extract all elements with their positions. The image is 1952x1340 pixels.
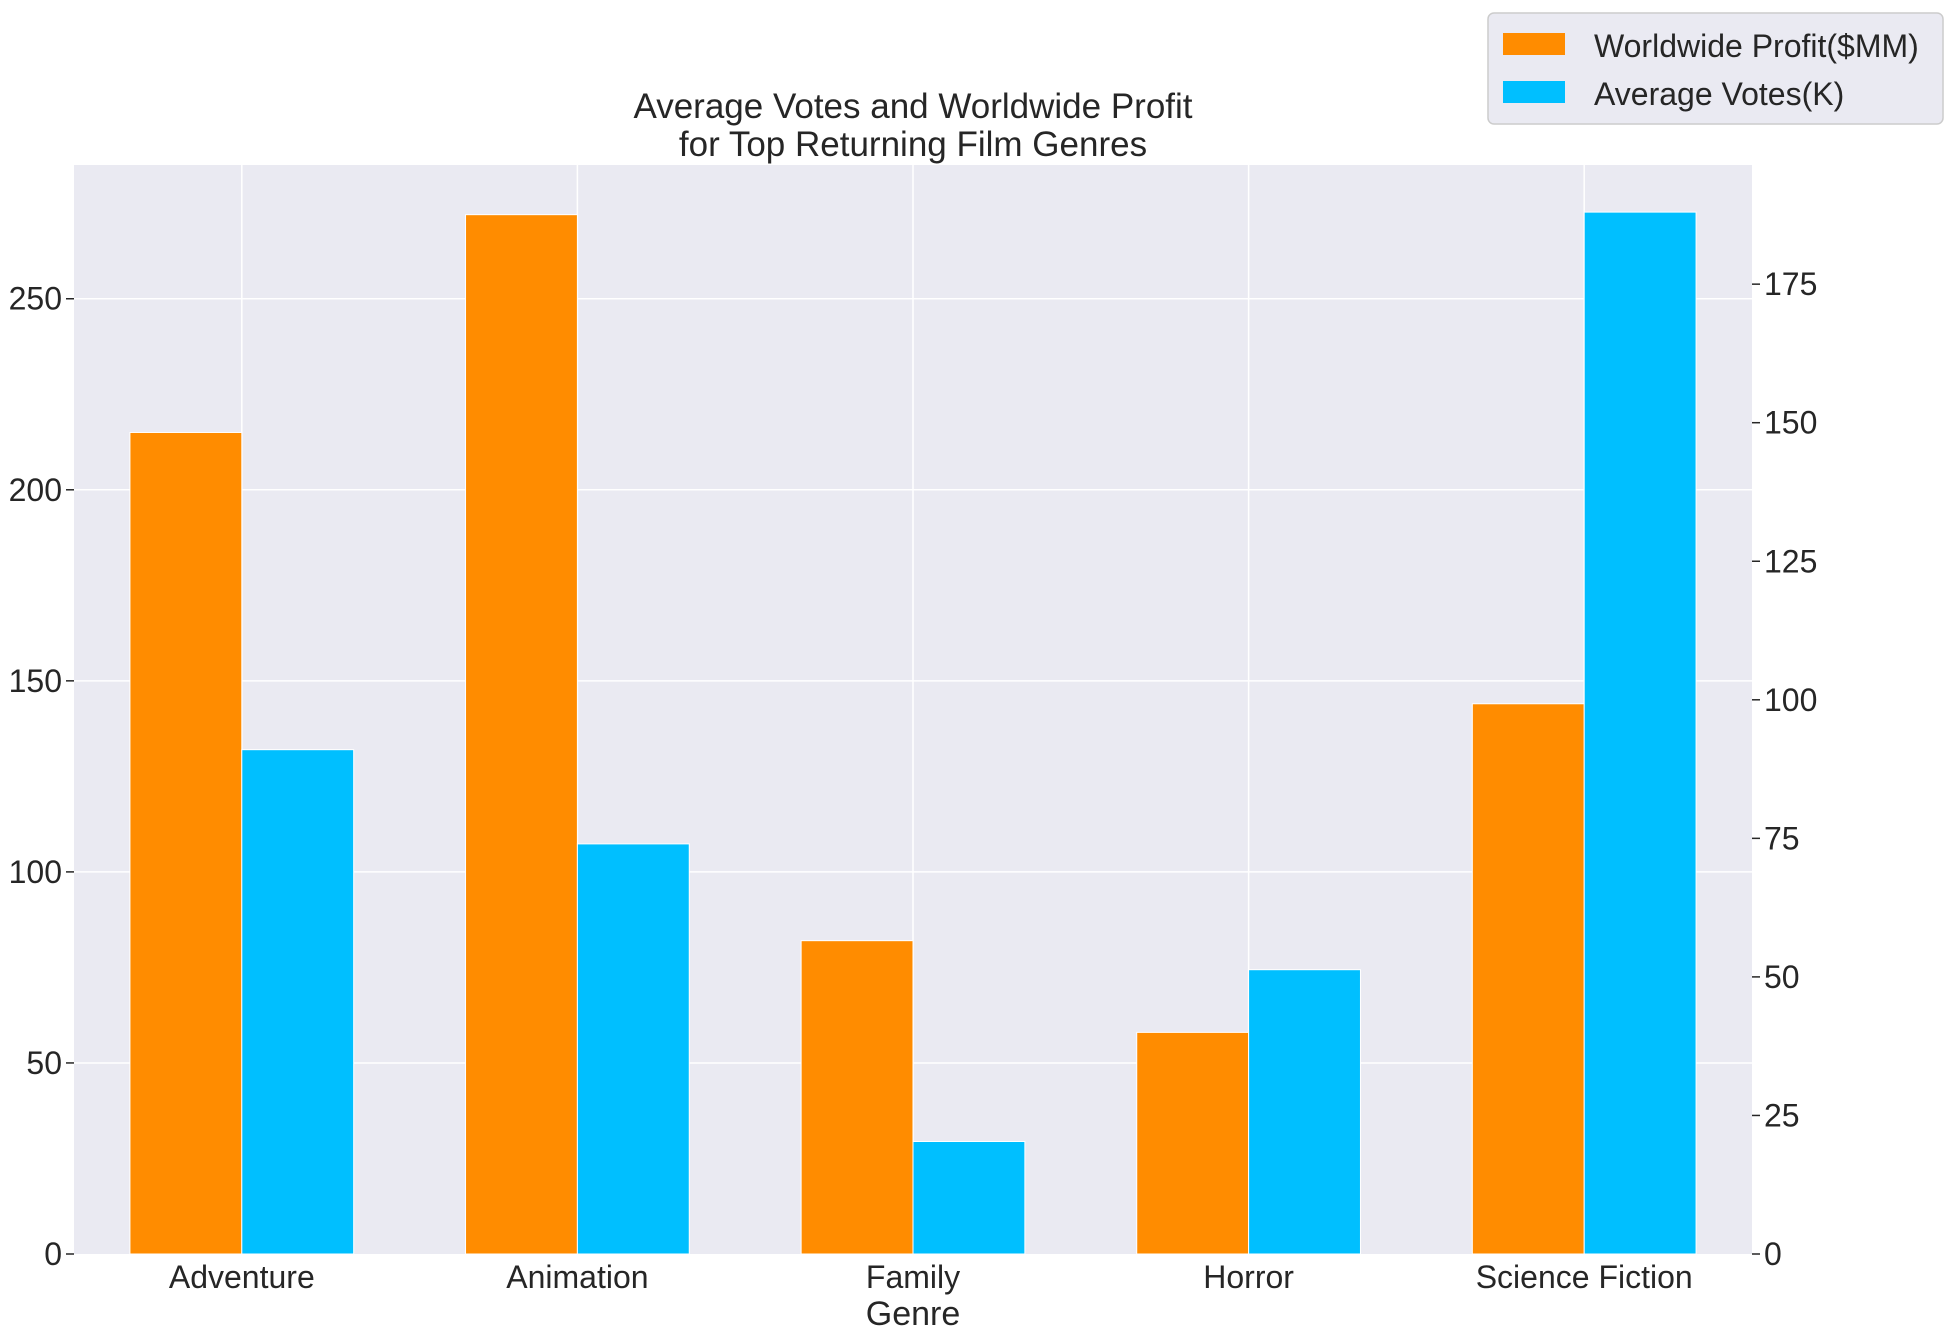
legend[interactable]: Worldwide Profit($MM) Average Votes(K) [1487, 12, 1944, 125]
x-tick-label: Family [866, 1259, 960, 1295]
y-left-tick-label: 0 [44, 1236, 62, 1272]
y-axis-left: 0 50 100 150 200 250 [9, 281, 74, 1272]
x-axis: Adventure Animation Family Horror Science Fi… [169, 1259, 1693, 1295]
y-right-tick-label: 125 [1764, 543, 1817, 579]
bar-votes-animation[interactable] [576, 843, 690, 1255]
x-axis-title: Genre [866, 1295, 961, 1333]
y-right-tick-label: 25 [1764, 1097, 1800, 1133]
x-tick-label: Science Fiction [1476, 1259, 1693, 1295]
bar-profit-adventure[interactable] [129, 431, 243, 1255]
x-tick-label: Horror [1203, 1259, 1294, 1295]
y-right-tick-label: 0 [1764, 1236, 1782, 1272]
y-left-tick-label: 250 [9, 281, 62, 317]
bar-profit-science-fiction[interactable] [1471, 703, 1585, 1255]
bar-votes-family[interactable] [912, 1140, 1026, 1255]
legend-swatch-profit [1503, 33, 1565, 55]
legend-label-profit: Worldwide Profit($MM) [1594, 28, 1919, 64]
bar-profit-horror[interactable] [1136, 1031, 1250, 1255]
x-tick-label: Animation [506, 1259, 648, 1295]
y-right-tick-label: 150 [1764, 405, 1817, 441]
bar-profit-animation[interactable] [465, 214, 578, 1255]
y-left-tick-label: 50 [26, 1045, 62, 1081]
legend-label-votes: Average Votes(K) [1594, 76, 1844, 112]
bar-profit-family[interactable] [800, 940, 914, 1255]
bar-votes-science-fiction[interactable] [1583, 211, 1697, 1255]
y-right-tick-label: 100 [1764, 682, 1817, 718]
legend-frame [1487, 12, 1944, 125]
y-right-tick-label: 175 [1764, 266, 1817, 302]
bars [129, 211, 1697, 1255]
chart-title-line-1: Average Votes and Worldwide Profit [633, 87, 1192, 126]
y-left-tick-label: 100 [9, 854, 62, 890]
bar-votes-horror[interactable] [1248, 969, 1361, 1255]
y-right-tick-label: 50 [1764, 959, 1800, 995]
y-left-tick-label: 150 [9, 663, 62, 699]
y-axis-right: 0 25 50 75 100 125 150 175 [1752, 266, 1817, 1272]
legend-swatch-votes [1503, 81, 1565, 103]
bar-votes-adventure[interactable] [241, 749, 355, 1255]
x-tick-label: Adventure [169, 1259, 315, 1295]
chart-title-line-2: for Top Returning Film Genres [679, 125, 1147, 164]
y-right-tick-label: 75 [1764, 820, 1800, 856]
y-left-tick-label: 200 [9, 472, 62, 508]
